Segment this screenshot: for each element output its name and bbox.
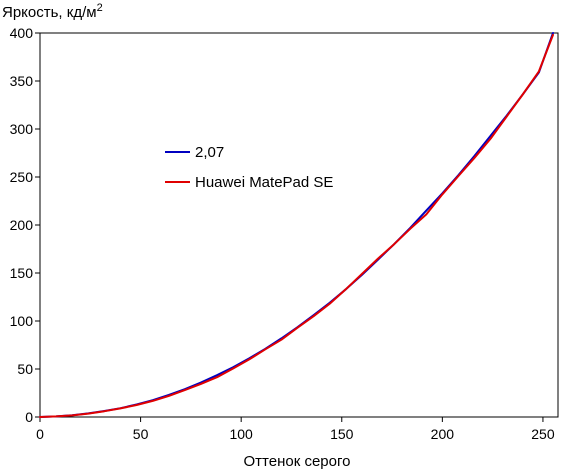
legend-label-1: 2,07: [195, 144, 224, 161]
y-tick-label: 0: [25, 409, 33, 425]
series-lines: [39, 32, 554, 418]
y-tick-label: 150: [10, 265, 34, 281]
y-tick-label: 50: [17, 361, 33, 377]
x-tick-label: 50: [133, 426, 149, 442]
x-tick-label: 0: [36, 426, 44, 442]
legend-label-2: Huawei MatePad SE: [195, 174, 333, 191]
y-axis: 0 50 100 150 200 250 300 350 400: [10, 25, 40, 425]
x-axis: 0 50 100 150 200 250: [36, 417, 555, 442]
y-tick-label: 250: [10, 169, 34, 185]
plot-frame: [39, 32, 559, 418]
x-tick-label: 100: [229, 426, 253, 442]
x-axis-title: Оттенок серого: [244, 453, 351, 470]
x-tick-label: 250: [531, 426, 555, 442]
y-tick-label: 300: [10, 121, 34, 137]
y-tick-label: 100: [10, 313, 34, 329]
y-tick-label: 400: [10, 25, 34, 41]
series-line-2: [39, 33, 554, 418]
y-axis-title: Яркость, кд/м2: [2, 2, 103, 21]
x-tick-label: 200: [431, 426, 455, 442]
y-tick-label: 200: [10, 217, 34, 233]
plot-area-border: [39, 32, 559, 418]
series-line-1: [39, 32, 554, 418]
x-tick-label: 150: [330, 426, 354, 442]
legend: 2,07 Huawei MatePad SE: [165, 144, 333, 191]
y-tick-label: 350: [10, 73, 34, 89]
